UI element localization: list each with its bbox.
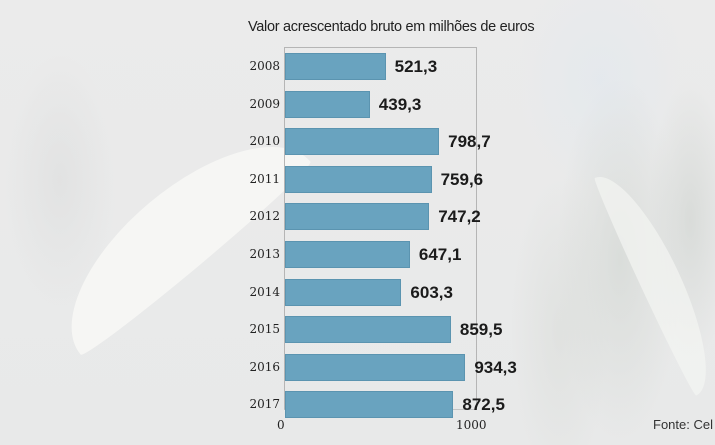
- bar-row: 2011 759,6: [0, 165, 715, 194]
- year-label: 2016: [249, 359, 280, 374]
- bar-row: 2010 798,7: [0, 128, 715, 156]
- bar-row: 2015 859,5: [0, 316, 715, 344]
- bar: [285, 90, 370, 118]
- value-label: 747,2: [438, 207, 481, 227]
- value-label: 647,1: [418, 245, 462, 264]
- year-label: 2011: [249, 171, 280, 186]
- source-note: Fonte: Cel: [653, 417, 713, 432]
- bar: [285, 316, 451, 344]
- year-label: 2015: [249, 322, 280, 337]
- value-label: 934,3: [474, 357, 517, 377]
- bar-row: 2012 747,2: [0, 203, 715, 231]
- value-label: 798,7: [448, 132, 491, 152]
- bar: [285, 353, 466, 381]
- bar: [285, 165, 432, 193]
- bar: [285, 128, 440, 156]
- bar-row: 2008 521,3: [0, 53, 715, 81]
- chart-title: Valor acrescentado bruto em milhões de e…: [248, 19, 535, 35]
- bar-row: 2016 934,3: [0, 353, 715, 382]
- year-label: 2008: [249, 59, 280, 73]
- value-label: 759,6: [440, 169, 484, 189]
- value-label: 872,5: [462, 395, 505, 415]
- year-label: 2014: [249, 284, 280, 299]
- bar-row: 2009 439,3: [0, 90, 715, 119]
- bar-row: 2013 647,1: [0, 241, 715, 269]
- year-label: 2012: [249, 209, 280, 224]
- bar: [285, 53, 386, 80]
- bar-row: 2014 603,3: [0, 278, 715, 307]
- year-label: 2013: [249, 247, 280, 261]
- bar-row: 2017 872,5: [0, 391, 715, 419]
- value-label: 439,3: [378, 94, 422, 114]
- bar: [285, 241, 410, 268]
- year-label: 2010: [249, 134, 280, 149]
- bar: [285, 278, 402, 306]
- year-label: 2017: [249, 397, 280, 412]
- value-label: 859,5: [459, 320, 503, 340]
- bar: [285, 391, 454, 419]
- bar: [285, 203, 430, 231]
- x-tick-1000: 1000: [456, 418, 487, 432]
- value-label: 603,3: [410, 282, 453, 302]
- year-label: 2009: [249, 96, 280, 111]
- x-tick-0: 0: [277, 418, 285, 432]
- value-label: 521,3: [394, 57, 438, 76]
